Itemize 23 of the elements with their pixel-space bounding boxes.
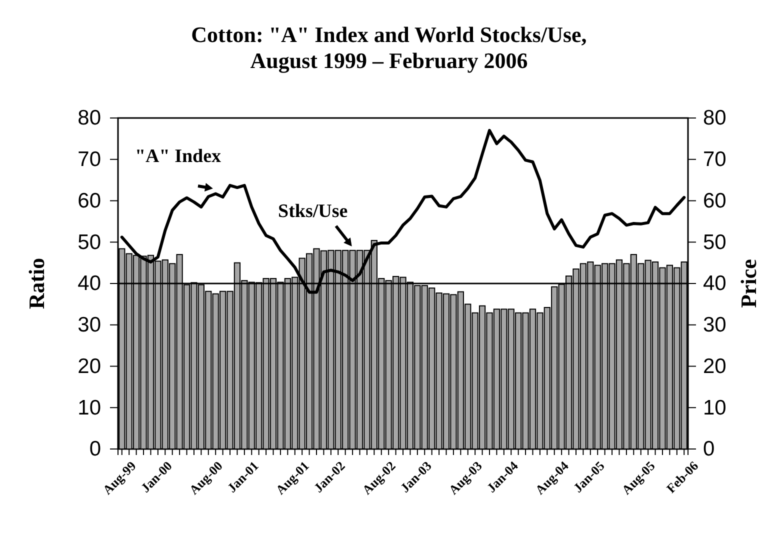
chart-title: Cotton: "A" Index and World Stocks/Use, August 1999 – February 2006: [191, 22, 587, 73]
y2-tick-label: 0: [703, 438, 715, 461]
y2-tick-label: 80: [703, 106, 726, 130]
y2-tick-label: 50: [703, 230, 726, 254]
y-tick-label: 0: [89, 438, 101, 461]
y2-tick-label: 70: [703, 148, 726, 172]
y2-axis-title: Price: [736, 258, 761, 308]
y-axis-title: Ratio: [24, 258, 49, 310]
series-label: "A" Index: [135, 146, 222, 167]
y2-tick-label: 60: [703, 189, 726, 212]
series-label: Stks/Use: [278, 201, 348, 222]
y-tick-label: 70: [78, 148, 101, 172]
y-tick-label: 20: [78, 354, 101, 378]
y-tick-label: 60: [78, 189, 101, 212]
y-tick-label: 10: [78, 396, 101, 420]
y2-tick-label: 40: [703, 272, 726, 296]
y2-tick-label: 20: [703, 354, 726, 378]
y-tick-label: 40: [78, 272, 101, 296]
y2-tick-label: 30: [703, 314, 726, 337]
y2-tick-label: 10: [703, 396, 726, 420]
y-tick-label: 30: [78, 314, 101, 337]
y-tick-label: 80: [78, 106, 101, 130]
y-tick-label: 50: [78, 230, 101, 254]
